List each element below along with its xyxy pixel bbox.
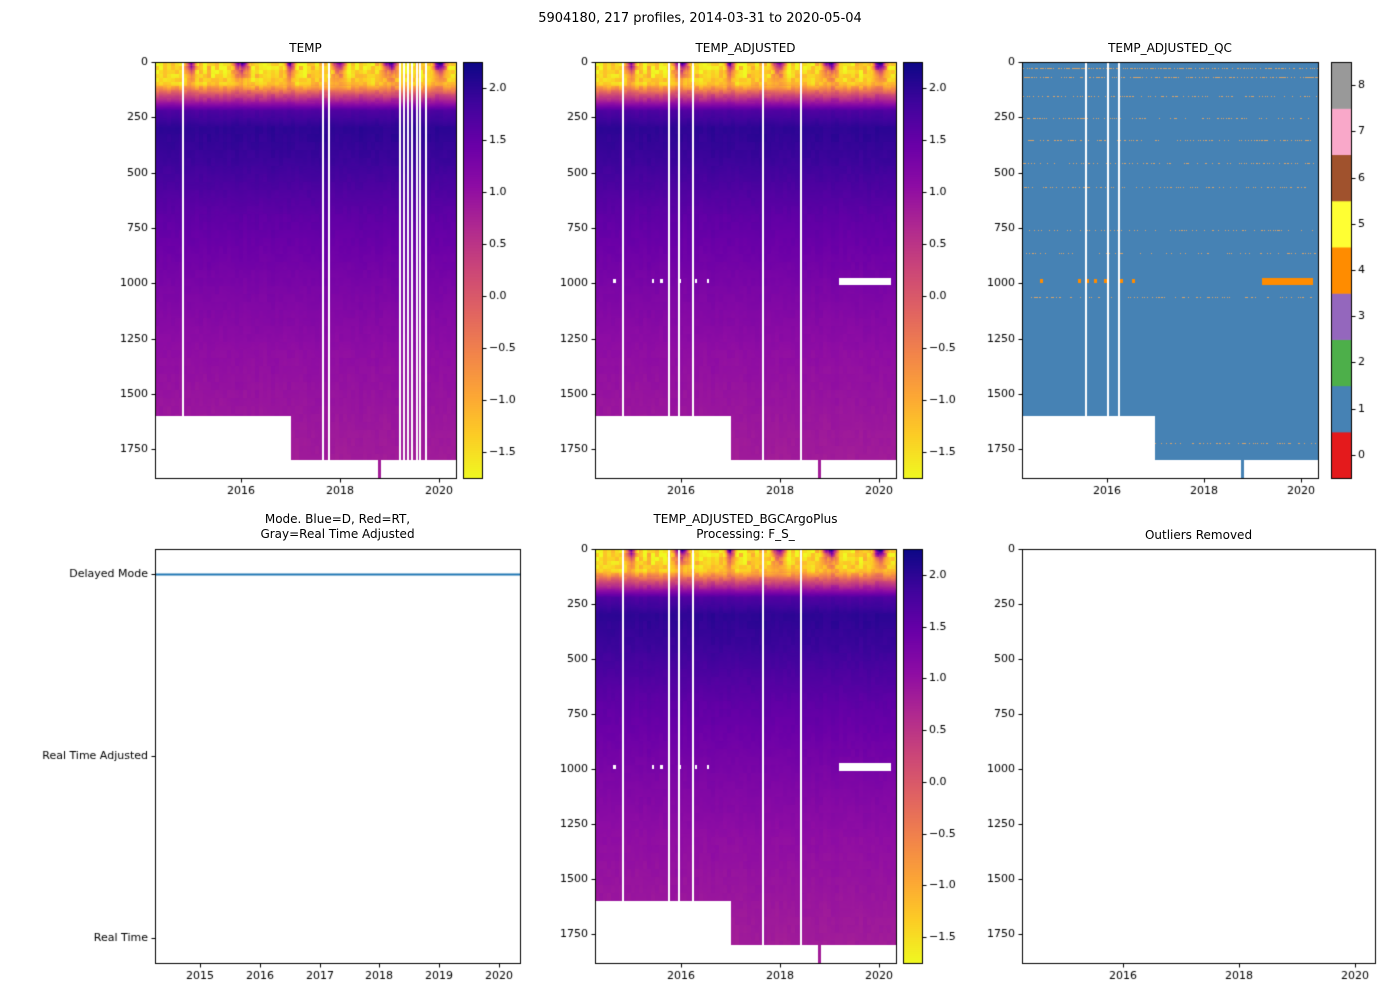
subplot-temp-adjusted-qc-title: TEMP_ADJUSTED_QC (1108, 41, 1232, 55)
subplot-mode-title: Mode. Blue=D, Red=RT, Gray=Real Time Adj… (260, 512, 415, 541)
subplot-temp-title: TEMP (289, 41, 322, 55)
subplot-bgcargoplus-title: TEMP_ADJUSTED_BGCArgoPlus Processing: F_… (653, 512, 838, 541)
subplot-temp-adjusted-title: TEMP_ADJUSTED (695, 41, 796, 55)
subplot-outliers-title: Outliers Removed (1144, 528, 1253, 542)
figure-title: 5904180, 217 profiles, 2014-03-31 to 202… (538, 11, 862, 26)
